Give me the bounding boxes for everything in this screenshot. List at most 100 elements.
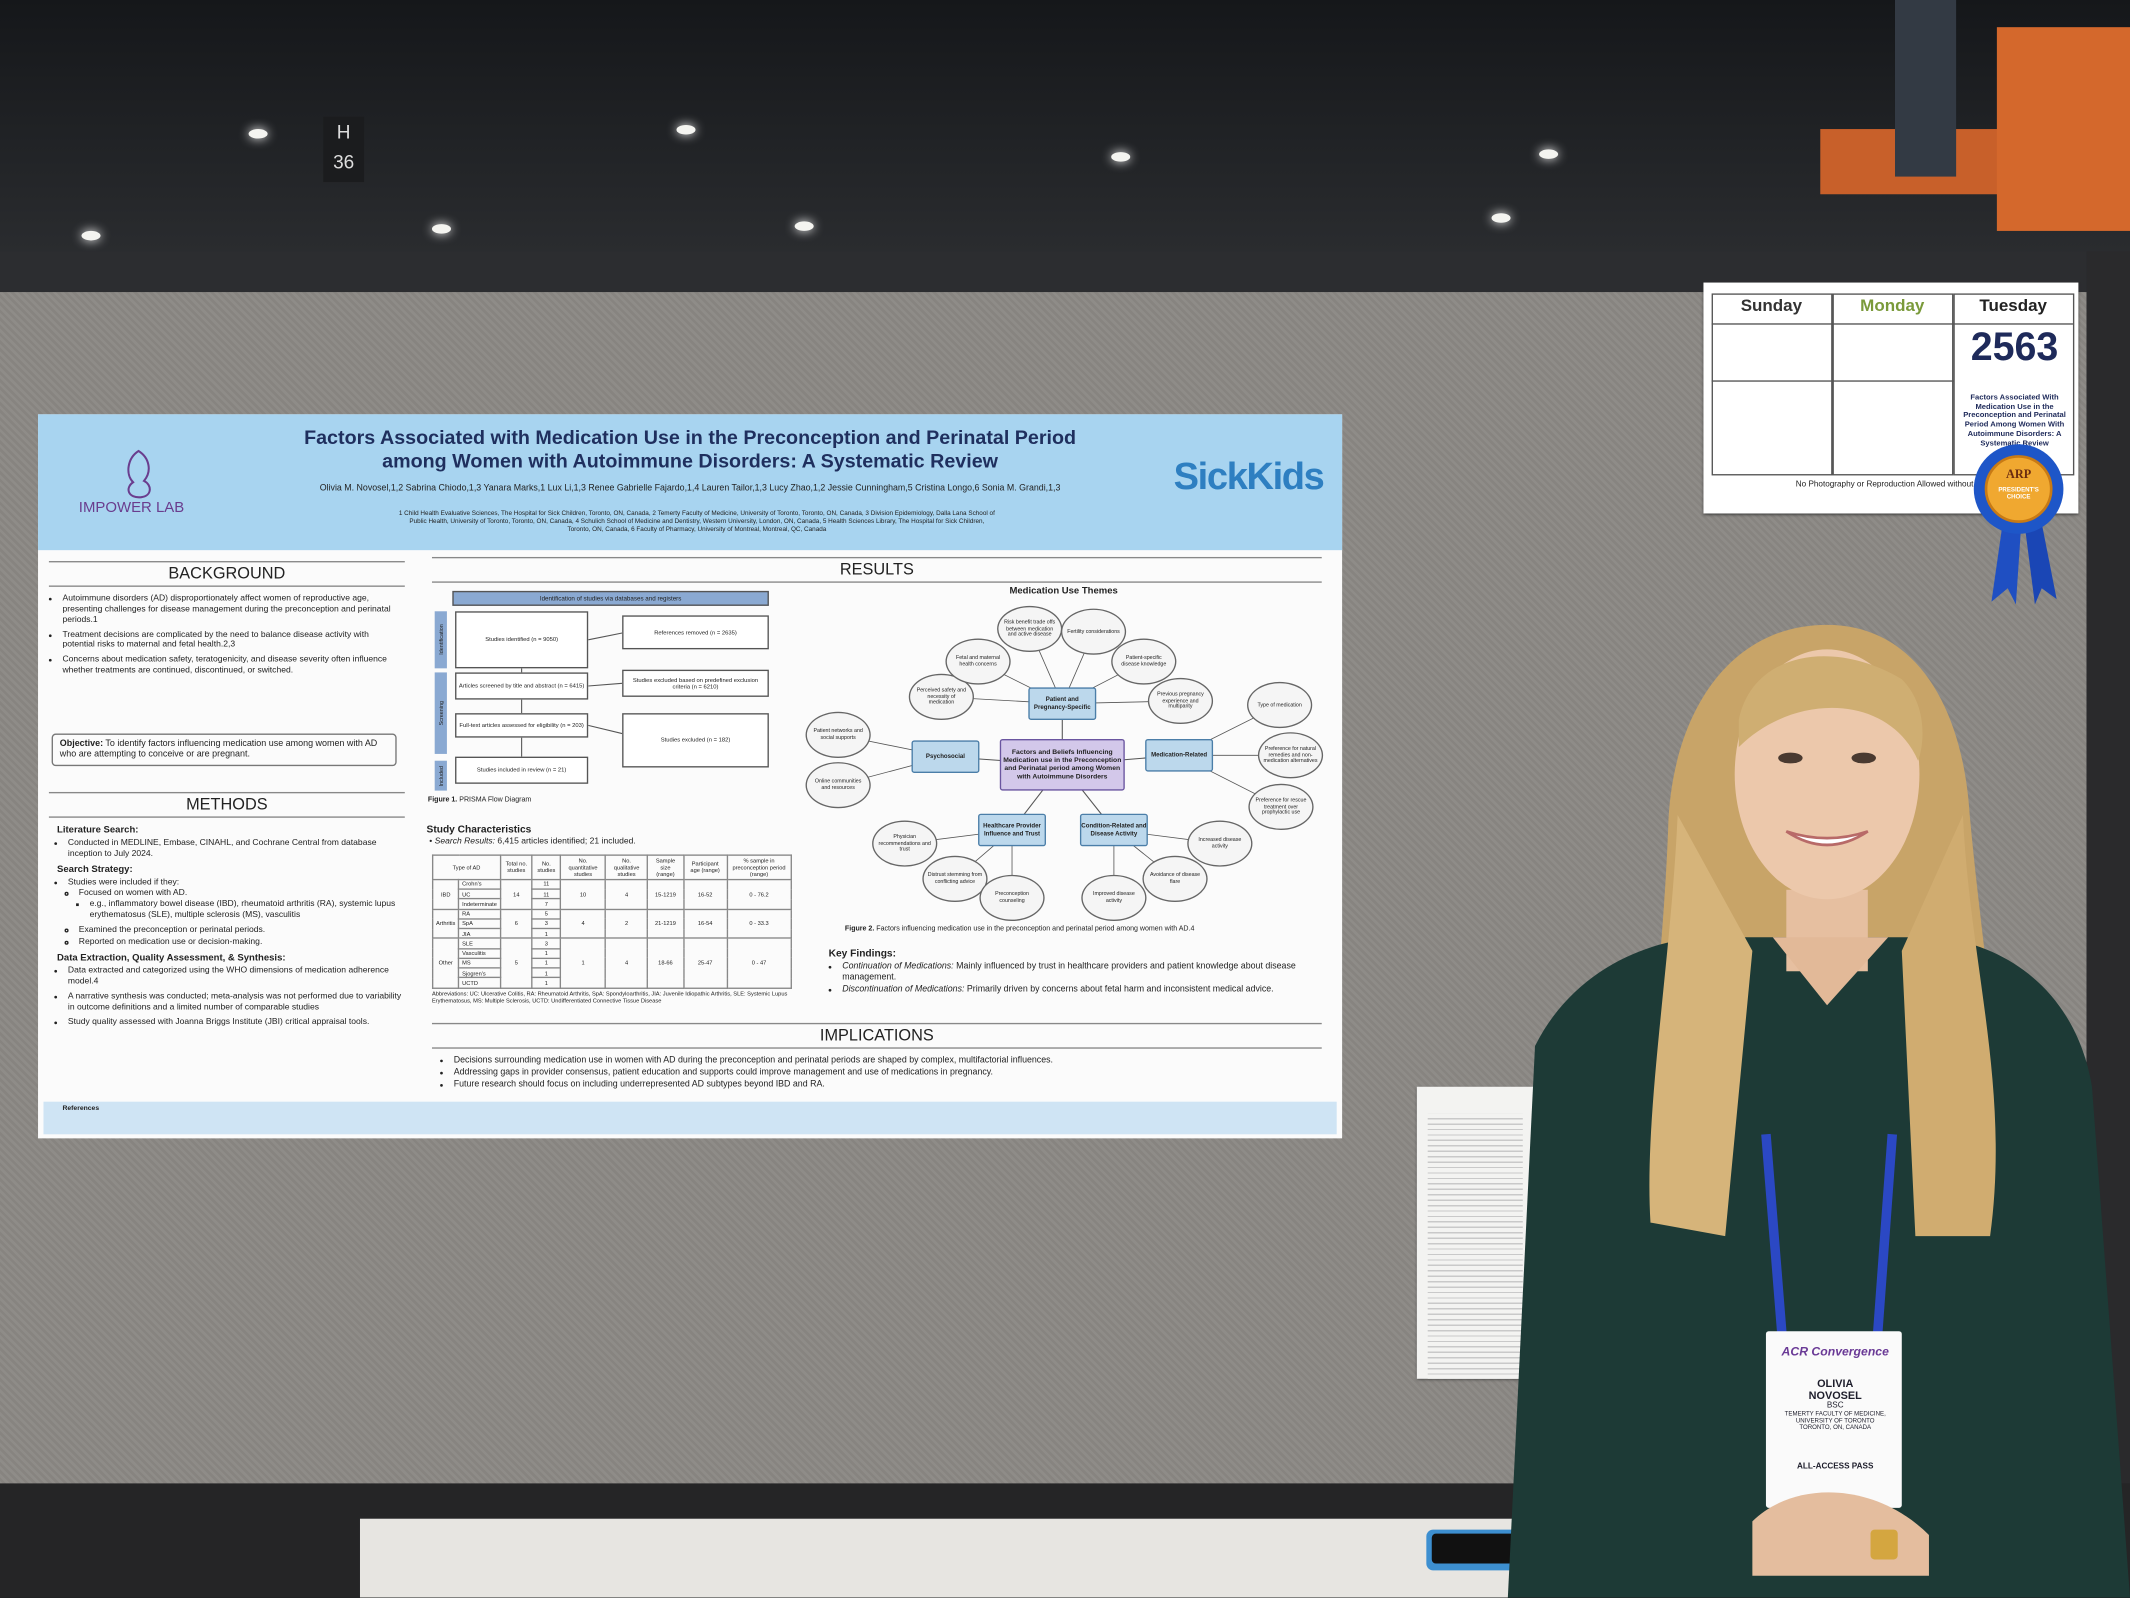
factor-node: Increased disease activity xyxy=(1187,820,1253,867)
table-row: IBD Crohn's 14 11 10 4 15-1219 16-52 0 - 76.2 xyxy=(431,878,792,910)
header-cell: Sample size (range) xyxy=(646,854,685,880)
stat-cell: 21-1219 xyxy=(646,908,685,940)
factor-node: Previous pregnancy experience and multip… xyxy=(1147,677,1214,725)
ceiling-light xyxy=(794,221,814,231)
poster-title: Factors Associated with Medication Use i… xyxy=(304,427,1077,450)
sponsor-logo: SickKids xyxy=(1173,455,1325,498)
prisma-box: Studies excluded based on predefined exc… xyxy=(622,669,769,697)
ceiling-light xyxy=(676,124,696,135)
bullet: Conducted in MEDLINE, Embase, CINAHL, an… xyxy=(68,838,402,859)
table-row: Other SLE 5 3 1 4 18-66 25-47 0 - 47 xyxy=(431,937,792,989)
subheading: Study Characteristics xyxy=(426,823,532,836)
objective-text: To identify factors influencing medicati… xyxy=(59,738,378,760)
poster: Factors Associated with Medication Use i… xyxy=(38,414,1343,1139)
poster-header: Factors Associated with Medication Use i… xyxy=(38,414,1343,551)
badge-pass: ALL-ACCESS PASS xyxy=(1797,1463,1874,1472)
authors: Olivia M. Novosel,1,2 Sabrina Chiodo,1,3… xyxy=(319,483,1061,494)
day-header: Tuesday xyxy=(1979,296,2047,316)
day-column xyxy=(1711,293,1833,476)
bullet: Concerns about medication safety, terato… xyxy=(62,655,402,676)
diagram-title: Medication Use Themes xyxy=(1009,586,1118,597)
group-cell: Arthritis xyxy=(431,908,460,940)
badge-last-name: NOVOSEL xyxy=(1808,1389,1862,1402)
hall-sign: H 36 xyxy=(323,116,365,183)
figure-caption: Figure 1. PRISMA Flow Diagram xyxy=(428,796,531,805)
factor-node: Preference for rescue treatment over pro… xyxy=(1248,783,1314,830)
subtype-cell: RA xyxy=(458,908,501,920)
badge-first-name: OLIVIA xyxy=(1817,1377,1854,1390)
theme-node: Psychosocial xyxy=(911,740,980,773)
factor-node: Improved disease activity xyxy=(1081,874,1147,922)
prisma-box: References removed (n = 2635) xyxy=(622,615,769,650)
bullet: Treatment decisions are complicated by t… xyxy=(62,630,402,651)
abbreviations: Abbreviations: UC: Ulcerative Colitis, R… xyxy=(431,989,788,1004)
header-cell: Participant age (range) xyxy=(682,854,728,880)
finding-label: Continuation of Medications: xyxy=(842,961,954,972)
ribbon-graphic xyxy=(1973,444,2064,605)
subtype-cell: Indeterminate xyxy=(458,898,501,910)
criterion: Examined the preconception or perinatal … xyxy=(79,925,402,936)
table-row: SpA 3 xyxy=(433,917,792,930)
group-cell: IBD xyxy=(431,878,460,910)
stat-cell: 18-66 xyxy=(646,937,685,989)
search-text: 6,415 articles identified; 21 included. xyxy=(497,836,636,847)
findings-list: Continuation of Medications: Mainly infl… xyxy=(831,962,1317,998)
stat-cell: 10 xyxy=(559,878,607,910)
stat-cell: 15-1219 xyxy=(646,878,685,910)
header-cell: No. quantitative studies xyxy=(559,854,607,880)
methods-body: Literature Search: Conducted in MEDLINE,… xyxy=(57,819,402,1031)
total-cell: 5 xyxy=(499,937,534,989)
finding: Continuation of Medications: Mainly infl… xyxy=(842,962,1317,984)
group-cell: Other xyxy=(431,937,460,989)
day-header: Monday xyxy=(1860,296,1925,316)
sign-notice: No Photography or Reproduction Allowed w… xyxy=(1795,480,1981,490)
count-cell: 3 xyxy=(531,917,562,930)
search-label: Search Results: xyxy=(434,836,496,847)
table: Type of AD Total no. studies No. studies No… xyxy=(431,854,792,989)
affiliations: 1 Child Health Evaluative Sciences, The … xyxy=(398,509,995,533)
header-cell: % sample in preconception period (range) xyxy=(726,854,792,880)
header-cell: No. studies xyxy=(531,854,562,880)
connector xyxy=(588,632,623,641)
count-cell: 1 xyxy=(531,947,562,959)
factor-node: Fertility considerations xyxy=(1060,608,1127,655)
lab-logo-icon xyxy=(127,449,151,499)
stat-cell: 0 - 33.3 xyxy=(726,908,792,940)
prisma-box: Studies included in review (n = 21) xyxy=(455,756,589,784)
implications-list: Decisions surrounding medication use in … xyxy=(443,1055,1296,1092)
connector xyxy=(588,724,623,735)
subheading: Literature Search: xyxy=(57,825,139,836)
badge-event: ACR Convergence xyxy=(1781,1344,1889,1359)
factor-node: Patient-specific disease knowledge xyxy=(1111,638,1177,685)
ceiling-light xyxy=(1539,149,1559,159)
ceiling-light xyxy=(248,129,268,139)
header-row: Type of AD Total no. studies No. studies No… xyxy=(431,854,792,880)
subtype-cell: JIA xyxy=(458,927,501,940)
finding-label: Discontinuation of Medications: xyxy=(842,985,965,995)
caption-text: PRISMA Flow Diagram xyxy=(459,796,532,805)
lab-logo: IMPOWER LAB xyxy=(78,499,185,517)
theme-node: Condition-Related and Disease Activity xyxy=(1079,813,1148,847)
stat-cell: 2 xyxy=(605,908,649,940)
study-table: Type of AD Total no. studies No. studies No… xyxy=(431,854,792,1004)
criterion-text: Focused on women with AD. xyxy=(78,888,188,899)
subheading: Key Findings: xyxy=(828,946,897,960)
hanging-sign xyxy=(1894,0,1957,177)
subtype-cell: SLE xyxy=(458,937,501,949)
prisma-title: Identification of studies via databases … xyxy=(452,590,769,606)
person xyxy=(1507,624,2130,1598)
figure-caption: Figure 2. Factors influencing medication… xyxy=(845,925,1194,934)
figure-label: Figure 1. xyxy=(427,796,458,805)
factor-node: Preference for natural remedies and non-… xyxy=(1257,732,1324,779)
subtype-cell: Vasculitis xyxy=(458,947,501,959)
ceiling-light xyxy=(81,230,101,241)
stat-cell: 0 - 76.2 xyxy=(726,878,792,910)
connector xyxy=(588,682,623,687)
count-cell: 1 xyxy=(531,967,562,979)
factor-node: Distrust stemming from conflicting advic… xyxy=(922,855,988,902)
handout xyxy=(1416,1086,1536,1379)
synthesis-list: Data extracted and categorized using the… xyxy=(57,966,402,1028)
criterion: Reported on medication use or decision-m… xyxy=(79,937,402,948)
